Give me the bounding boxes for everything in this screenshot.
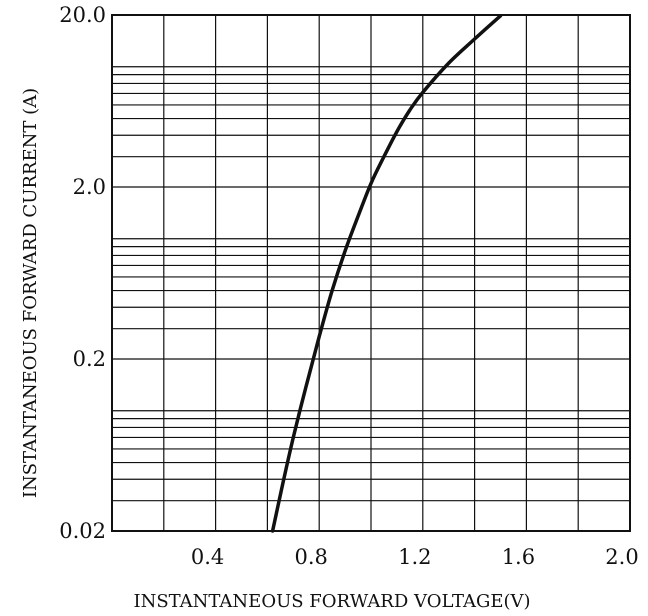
vertical-grid-lines xyxy=(163,15,579,531)
y-tick-label: 0.02 xyxy=(59,519,106,543)
x-tick-label: 0.8 xyxy=(294,545,327,569)
y-tick-labels: 0.02 0.2 2.0 20.0 xyxy=(59,3,106,543)
forward-current-curve xyxy=(270,14,503,533)
x-tick-label: 1.6 xyxy=(502,545,535,569)
x-tick-labels: 0.4 0.8 1.2 1.6 2.0 xyxy=(191,545,639,569)
x-tick-label: 0.4 xyxy=(191,545,224,569)
y-axis-label: INSTANTANEOUS FORWARD CURRENT (A) xyxy=(20,88,41,498)
y-tick-label: 20.0 xyxy=(59,3,106,27)
plot-frame xyxy=(111,14,631,532)
horizontal-grid-lines xyxy=(112,66,630,502)
x-tick-label: 2.0 xyxy=(605,545,638,569)
y-tick-label: 0.2 xyxy=(73,347,106,371)
x-tick-label: 1.2 xyxy=(398,545,431,569)
y-tick-label: 2.0 xyxy=(73,175,106,199)
x-axis-label: INSTANTANEOUS FORWARD VOLTAGE(V) xyxy=(133,591,530,612)
